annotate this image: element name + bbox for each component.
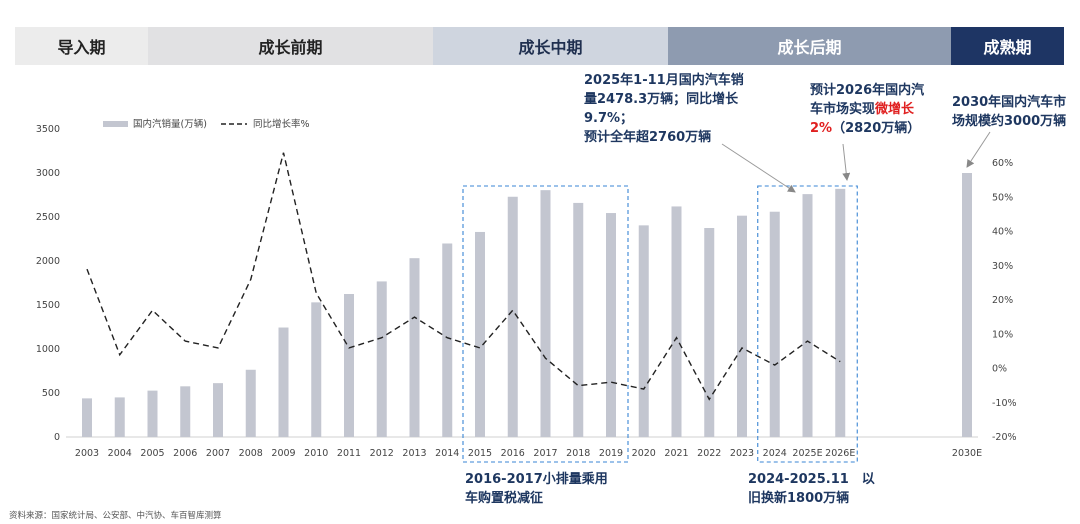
right-axis-tick: 30% — [992, 261, 1013, 272]
x-axis-tick: 2007 — [206, 448, 230, 459]
sales-bar — [769, 211, 780, 437]
left-axis-tick: 500 — [42, 388, 60, 399]
sales-bar — [606, 213, 616, 437]
sales-bar — [638, 225, 649, 437]
sales-bar — [737, 215, 747, 437]
x-axis-tick: 2011 — [337, 448, 361, 459]
right-axis-tick: 40% — [992, 227, 1013, 238]
sales-bar — [213, 383, 223, 437]
legend-bar-swatch — [103, 121, 128, 127]
growth-rate-line — [86, 152, 841, 401]
x-axis-tick: 2006 — [173, 448, 197, 459]
x-axis-tick: 2022 — [697, 448, 721, 459]
left-axis-tick: 0 — [54, 432, 60, 443]
right-axis-tick: 20% — [992, 295, 1013, 306]
x-axis-tick: 2025E — [792, 448, 822, 459]
x-axis-tick: 2030E — [952, 448, 982, 459]
x-axis-tick: 2021 — [664, 448, 688, 459]
sales-bar — [114, 397, 125, 437]
x-axis-tick: 2003 — [75, 448, 99, 459]
sales-bar — [82, 398, 92, 437]
sales-bar — [835, 188, 846, 437]
annotation-box-2016: 2016-2017小排量乘用 车购置税减征 — [465, 472, 608, 506]
stage-late-growth: 成长后期 — [668, 27, 951, 65]
stage-header: 导入期 成长前期 成长中期 成长后期 成熟期 — [15, 27, 1064, 65]
sales-bar — [671, 206, 682, 437]
x-axis-tick: 2023 — [730, 448, 754, 459]
legend-line-label: 同比增长率% — [253, 118, 310, 130]
x-axis-tick: 2015 — [468, 448, 492, 459]
x-axis-tick: 2014 — [435, 448, 459, 459]
stage-introduction: 导入期 — [15, 27, 148, 65]
x-axis-tick: 2016 — [501, 448, 525, 459]
arrow-2025-annotation — [721, 143, 796, 193]
sales-bar — [507, 196, 518, 437]
x-axis-tick: 2024 — [763, 448, 787, 459]
right-axis-tick: 50% — [992, 192, 1013, 203]
right-axis-tick: -20% — [992, 432, 1017, 443]
stage-maturity: 成熟期 — [951, 27, 1064, 65]
sales-bar — [147, 390, 158, 437]
right-axis-tick: 10% — [992, 329, 1013, 340]
x-axis-tick: 2017 — [533, 448, 557, 459]
x-axis-tick: 2026E — [825, 448, 855, 459]
arrow-2026-annotation — [842, 143, 851, 181]
x-axis-tick: 2020 — [632, 448, 656, 459]
annotation-2026: 预计2026年国内汽 车市场实现微增长 2%（2820万辆） — [810, 83, 925, 136]
sales-bar — [442, 243, 453, 437]
sales-bar — [409, 258, 420, 437]
sales-bar — [802, 194, 813, 437]
sales-bar — [245, 369, 256, 437]
sales-bar — [704, 228, 715, 437]
x-axis-tick: 2012 — [370, 448, 394, 459]
sales-bar — [344, 294, 354, 437]
sales-bar — [573, 202, 584, 437]
left-axis-tick: 3500 — [36, 124, 60, 135]
highlight-box-2024-2026 — [757, 185, 858, 463]
left-axis-tick: 2500 — [36, 212, 60, 223]
highlight-box-2015-2019 — [462, 185, 629, 463]
sales-bar — [540, 190, 551, 437]
x-axis-tick: 2019 — [599, 448, 623, 459]
x-axis-tick: 2010 — [304, 448, 328, 459]
sales-bar — [962, 173, 972, 437]
sales-bar — [180, 386, 191, 437]
source-note: 资料来源：国家统计局、公安部、中汽协、车百智库测算 — [9, 511, 222, 521]
stage-early-growth: 成长前期 — [148, 27, 433, 65]
stage-mid-growth: 成长中期 — [433, 27, 668, 65]
x-axis-tick: 2009 — [271, 448, 295, 459]
annotation-2030: 2030年国内汽车市 场规模约3000万辆 — [952, 95, 1067, 129]
left-axis-tick: 3000 — [36, 168, 60, 179]
right-axis-tick: 0% — [992, 364, 1007, 375]
right-axis-tick: 60% — [992, 158, 1013, 169]
right-axis-tick: -10% — [992, 398, 1017, 409]
sales-bar — [278, 327, 289, 437]
legend-bar-label: 国内汽销量(万辆) — [133, 118, 207, 130]
annotation-box-2024: 2024-2025.11 以 旧换新1800万辆 — [748, 472, 875, 506]
x-axis-tick: 2004 — [108, 448, 132, 459]
annotation-2025: 2025年1-11月国内汽车销 量2478.3万辆；同比增长 9.7%； 预计全… — [584, 73, 744, 145]
sales-bar — [376, 281, 387, 437]
x-axis-tick: 2005 — [140, 448, 164, 459]
sales-bar — [475, 231, 485, 437]
sales-bar — [311, 302, 322, 437]
left-axis-tick: 2000 — [36, 256, 60, 267]
x-axis-tick: 2008 — [239, 448, 263, 459]
left-axis-tick: 1000 — [36, 344, 60, 355]
arrow-2030-annotation — [966, 131, 991, 168]
x-axis-tick: 2013 — [402, 448, 426, 459]
x-axis-tick: 2018 — [566, 448, 590, 459]
left-axis-tick: 1500 — [36, 300, 60, 311]
